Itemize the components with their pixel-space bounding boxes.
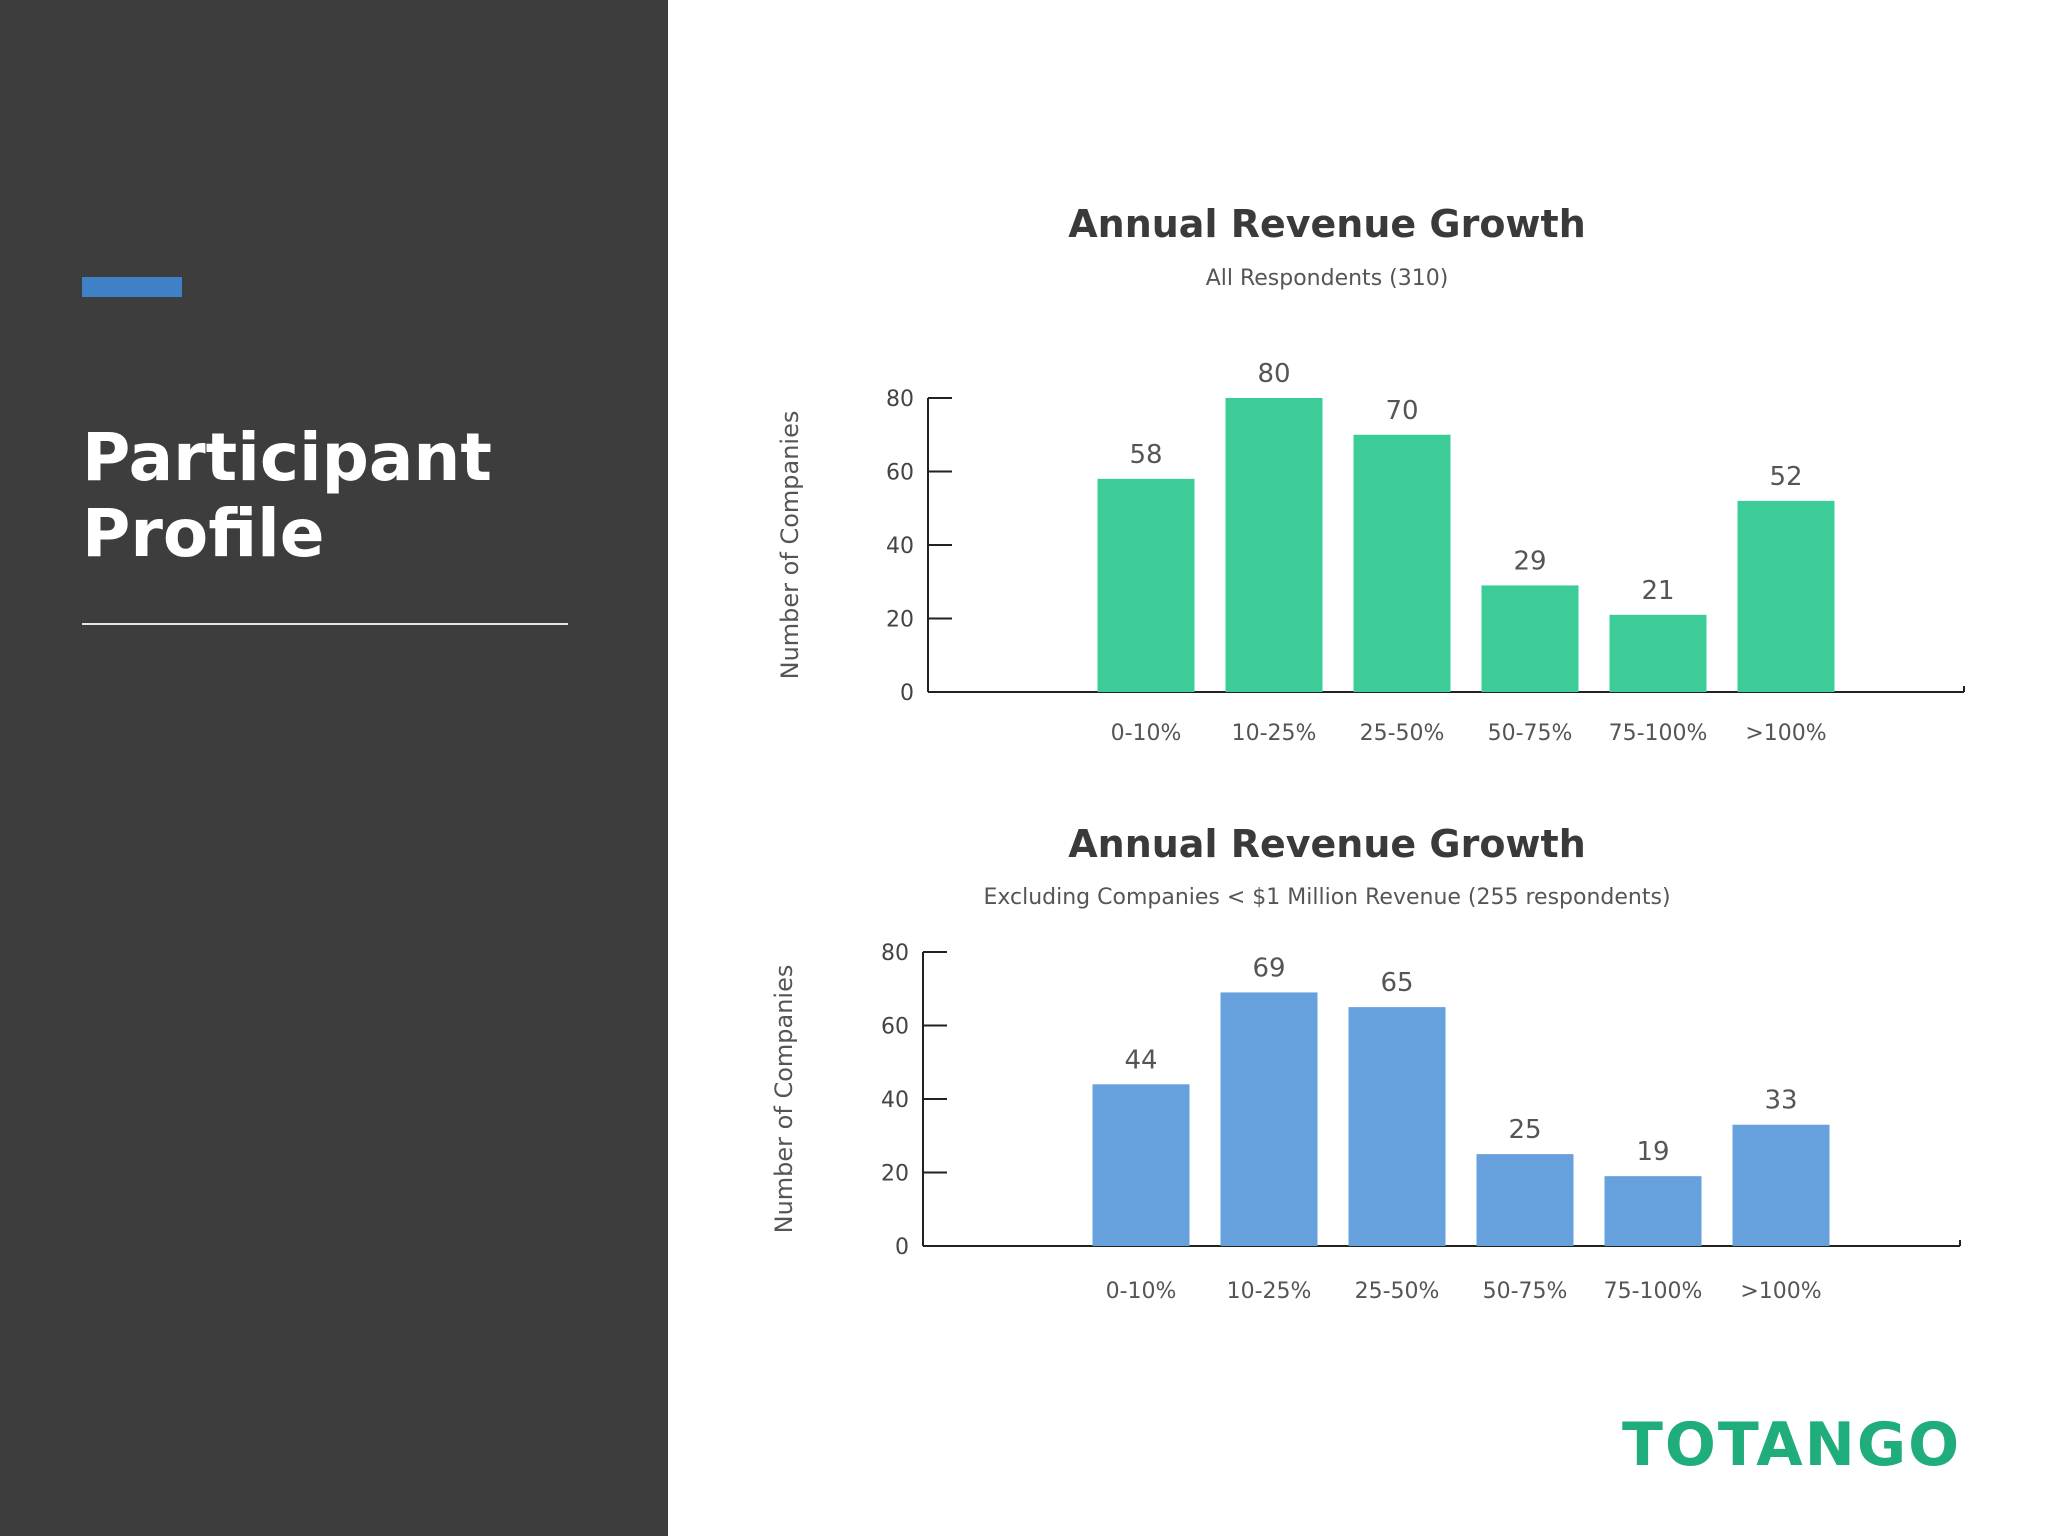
chart-title: Annual Revenue Growth bbox=[1068, 202, 1586, 246]
bar bbox=[1092, 1084, 1190, 1246]
x-tick-label: 25-50% bbox=[1355, 1279, 1440, 1304]
page-title-line-1: Participant bbox=[82, 419, 492, 496]
bar-value-label: 65 bbox=[1380, 968, 1413, 998]
bar-value-label: 19 bbox=[1636, 1137, 1669, 1167]
revenue-growth-chart-excluding: Annual Revenue Growth Excluding Companies… bbox=[770, 822, 1961, 1304]
y-tick-label: 80 bbox=[886, 387, 914, 412]
x-tick-label: 75-100% bbox=[1609, 721, 1708, 746]
y-tick-label: 80 bbox=[881, 941, 909, 966]
bar bbox=[1225, 398, 1323, 692]
bar-value-label: 29 bbox=[1513, 546, 1546, 576]
accent-bar bbox=[82, 277, 182, 297]
bar-value-label: 52 bbox=[1769, 462, 1802, 492]
y-tick-label: 0 bbox=[895, 1235, 909, 1260]
bar bbox=[1097, 478, 1195, 692]
page-title-line-2: Profile bbox=[82, 495, 325, 572]
y-axis-label: Number of Companies bbox=[776, 411, 804, 680]
bar-value-label: 80 bbox=[1257, 359, 1290, 389]
y-tick-label: 60 bbox=[881, 1015, 909, 1040]
bar-value-label: 33 bbox=[1764, 1086, 1797, 1116]
bar bbox=[1353, 434, 1451, 692]
y-tick-label: 60 bbox=[886, 461, 914, 486]
chart-subtitle: Excluding Companies < $1 Million Revenue… bbox=[983, 885, 1670, 910]
bar-value-label: 21 bbox=[1641, 576, 1674, 606]
y-tick-label: 20 bbox=[881, 1162, 909, 1187]
y-tick-label: 40 bbox=[886, 534, 914, 559]
x-tick-label: 25-50% bbox=[1360, 721, 1445, 746]
bar-value-label: 69 bbox=[1252, 953, 1285, 983]
chart-subtitle: All Respondents (310) bbox=[1206, 266, 1449, 291]
bar bbox=[1732, 1124, 1830, 1246]
sidebar-panel: Participant Profile bbox=[0, 0, 668, 1536]
y-axis-label: Number of Companies bbox=[770, 965, 798, 1234]
bar-value-label: 58 bbox=[1129, 440, 1162, 470]
x-tick-label: 0-10% bbox=[1106, 1279, 1177, 1304]
revenue-growth-chart-all: Annual Revenue Growth All Respondents (31… bbox=[776, 202, 1965, 746]
bar bbox=[1348, 1007, 1446, 1246]
x-tick-label: 10-25% bbox=[1232, 721, 1317, 746]
x-tick-label: 10-25% bbox=[1227, 1279, 1312, 1304]
page-title: Participant Profile bbox=[82, 420, 602, 572]
chart-title: Annual Revenue Growth bbox=[1068, 822, 1586, 866]
bar bbox=[1604, 1176, 1702, 1246]
x-tick-label: 75-100% bbox=[1604, 1279, 1703, 1304]
bar-value-label: 70 bbox=[1385, 396, 1418, 426]
y-tick-label: 20 bbox=[886, 608, 914, 633]
x-tick-label: >100% bbox=[1740, 1279, 1821, 1304]
bar bbox=[1609, 614, 1707, 692]
bar bbox=[1220, 992, 1318, 1246]
x-tick-label: 50-75% bbox=[1488, 721, 1573, 746]
charts-area: Annual Revenue Growth All Respondents (31… bbox=[668, 0, 2048, 1536]
bar-value-label: 25 bbox=[1508, 1115, 1541, 1145]
bar bbox=[1481, 585, 1579, 692]
y-tick-label: 40 bbox=[881, 1088, 909, 1113]
bar bbox=[1476, 1154, 1574, 1246]
x-tick-label: 0-10% bbox=[1111, 721, 1182, 746]
y-tick-label: 0 bbox=[900, 681, 914, 706]
x-tick-label: >100% bbox=[1745, 721, 1826, 746]
x-tick-label: 50-75% bbox=[1483, 1279, 1568, 1304]
title-divider bbox=[82, 623, 568, 625]
bar-value-label: 44 bbox=[1124, 1045, 1157, 1075]
totango-logo: TOTANGO bbox=[1622, 1410, 1962, 1480]
bar bbox=[1737, 500, 1835, 692]
